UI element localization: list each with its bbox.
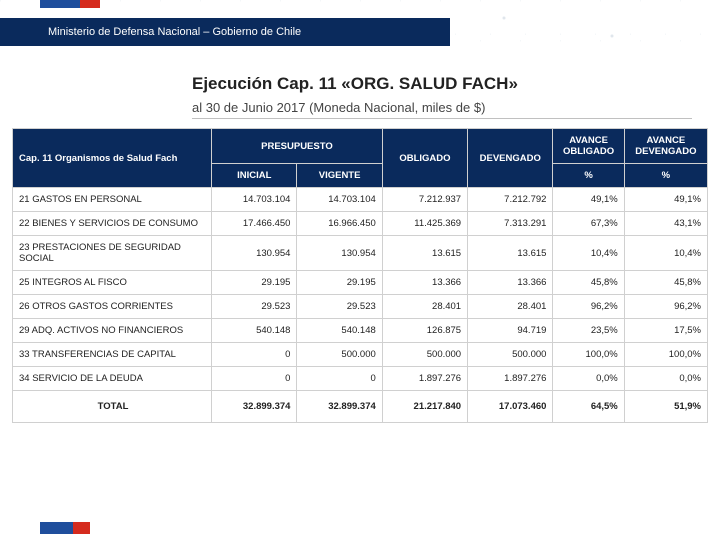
row-label: 29 ADQ. ACTIVOS NO FINANCIEROS [13,319,212,343]
cell-vigente: 540.148 [297,319,382,343]
table-row: 29 ADQ. ACTIVOS NO FINANCIEROS540.148540… [13,319,708,343]
th-avance-dev: AVANCE DEVENGADO [624,129,707,164]
cell-inicial: 130.954 [212,236,297,271]
page-title: Ejecución Cap. 11 «ORG. SALUD FACH» [192,74,518,94]
cell-obligado: 500.000 [382,343,467,367]
th-pct-dev: % [624,164,707,188]
row-label: 33 TRANSFERENCIAS DE CAPITAL [13,343,212,367]
table-row: 33 TRANSFERENCIAS DE CAPITAL0500.000500.… [13,343,708,367]
cell-devengado: 94.719 [468,319,553,343]
page-subtitle: al 30 de Junio 2017 (Moneda Nacional, mi… [192,100,485,115]
total-vigente: 32.899.374 [297,391,382,423]
cell-vigente: 500.000 [297,343,382,367]
cell-vigente: 14.703.104 [297,188,382,212]
cell-obligado: 13.366 [382,271,467,295]
cell-avance-obl: 10,4% [553,236,624,271]
cell-avance-obl: 67,3% [553,212,624,236]
cell-avance-dev: 45,8% [624,271,707,295]
cell-vigente: 16.966.450 [297,212,382,236]
th-inicial: INICIAL [212,164,297,188]
th-pct-obl: % [553,164,624,188]
th-row-header: Cap. 11 Organismos de Salud Fach [13,129,212,188]
cell-avance-dev: 17,5% [624,319,707,343]
cell-avance-obl: 100,0% [553,343,624,367]
row-label: 23 PRESTACIONES DE SEGURIDAD SOCIAL [13,236,212,271]
cell-devengado: 13.615 [468,236,553,271]
th-devengado: DEVENGADO [468,129,553,188]
cell-obligado: 1.897.276 [382,367,467,391]
cell-devengado: 13.366 [468,271,553,295]
cell-avance-obl: 96,2% [553,295,624,319]
subtitle-divider [192,118,692,119]
cell-inicial: 0 [212,343,297,367]
cell-obligado: 126.875 [382,319,467,343]
cell-avance-obl: 45,8% [553,271,624,295]
cell-inicial: 17.466.450 [212,212,297,236]
table-row: 26 OTROS GASTOS CORRIENTES29.52329.52328… [13,295,708,319]
cell-obligado: 7.212.937 [382,188,467,212]
cell-avance-obl: 0,0% [553,367,624,391]
total-label: TOTAL [13,391,212,423]
th-vigente: VIGENTE [297,164,382,188]
cell-avance-dev: 100,0% [624,343,707,367]
cell-obligado: 28.401 [382,295,467,319]
th-obligado: OBLIGADO [382,129,467,188]
cell-inicial: 540.148 [212,319,297,343]
cell-vigente: 0 [297,367,382,391]
cell-avance-obl: 49,1% [553,188,624,212]
cell-vigente: 29.523 [297,295,382,319]
cell-avance-dev: 0,0% [624,367,707,391]
table-row: 34 SERVICIO DE LA DEUDA001.897.2761.897.… [13,367,708,391]
flag-strip-top [40,0,100,8]
th-avance-obl: AVANCE OBLIGADO [553,129,624,164]
cell-devengado: 7.313.291 [468,212,553,236]
cell-inicial: 29.195 [212,271,297,295]
table-row: 21 GASTOS EN PERSONAL14.703.10414.703.10… [13,188,708,212]
budget-table: Cap. 11 Organismos de Salud Fach PRESUPU… [12,128,708,423]
cell-vigente: 130.954 [297,236,382,271]
table-row: 23 PRESTACIONES DE SEGURIDAD SOCIAL130.9… [13,236,708,271]
row-label: 34 SERVICIO DE LA DEUDA [13,367,212,391]
cell-avance-dev: 49,1% [624,188,707,212]
row-label: 21 GASTOS EN PERSONAL [13,188,212,212]
total-avance-dev: 51,9% [624,391,707,423]
cell-inicial: 29.523 [212,295,297,319]
row-label: 25 INTEGROS AL FISCO [13,271,212,295]
cell-avance-dev: 43,1% [624,212,707,236]
cell-avance-obl: 23,5% [553,319,624,343]
cell-devengado: 500.000 [468,343,553,367]
cell-devengado: 1.897.276 [468,367,553,391]
total-devengado: 17.073.460 [468,391,553,423]
total-obligado: 21.217.840 [382,391,467,423]
total-avance-obl: 64,5% [553,391,624,423]
cell-devengado: 28.401 [468,295,553,319]
cell-inicial: 14.703.104 [212,188,297,212]
row-label: 26 OTROS GASTOS CORRIENTES [13,295,212,319]
cell-vigente: 29.195 [297,271,382,295]
table-row: 22 BIENES Y SERVICIOS DE CONSUMO17.466.4… [13,212,708,236]
cell-inicial: 0 [212,367,297,391]
table-row: 25 INTEGROS AL FISCO29.19529.19513.36613… [13,271,708,295]
cell-obligado: 11.425.369 [382,212,467,236]
flag-strip-bottom [40,522,90,534]
table-row-total: TOTAL32.899.37432.899.37421.217.84017.07… [13,391,708,423]
cell-obligado: 13.615 [382,236,467,271]
ministry-bar: Ministerio de Defensa Nacional – Gobiern… [0,18,450,46]
cell-devengado: 7.212.792 [468,188,553,212]
row-label: 22 BIENES Y SERVICIOS DE CONSUMO [13,212,212,236]
cell-avance-dev: 10,4% [624,236,707,271]
cell-avance-dev: 96,2% [624,295,707,319]
total-inicial: 32.899.374 [212,391,297,423]
th-presupuesto: PRESUPUESTO [212,129,383,164]
